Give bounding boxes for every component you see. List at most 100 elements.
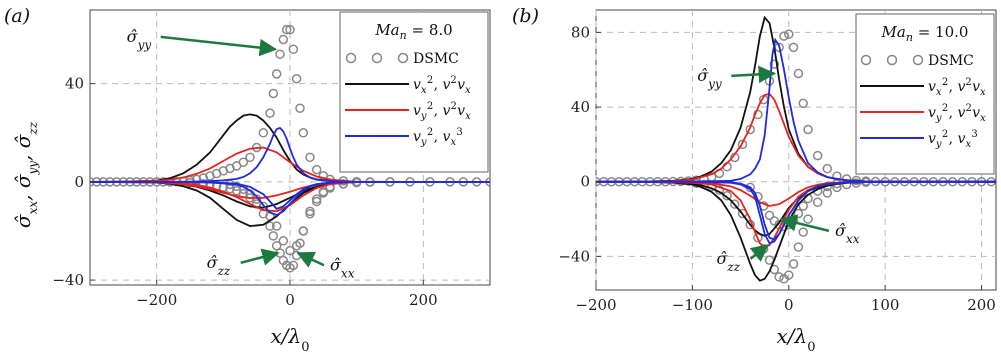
- dsmc-point: [238, 157, 249, 167]
- dsmc-point: [803, 124, 813, 135]
- dsmc-point: [822, 163, 833, 174]
- panel-a: −200 0 200 −40 0 40 σ̂yy σ̂zz σ̂xx (a) x/λ0 σ̂x…: [4, 5, 491, 355]
- annotation-label: σ̂xx: [330, 255, 355, 280]
- legend-box-b: [855, 13, 995, 175]
- series-line-3-0: [90, 126, 490, 183]
- dsmc-point: [812, 150, 823, 161]
- y-tick-label: 0: [580, 173, 590, 191]
- legend-entry: vy 2 , vx 3: [413, 127, 463, 148]
- series-line-2-2: [596, 180, 996, 249]
- legend-title-a: Man = 8.0: [374, 21, 452, 42]
- dsmc-point: [798, 98, 808, 109]
- curves-a: [90, 24, 490, 273]
- annotation-label: σ̂yy: [127, 27, 152, 52]
- dsmc-point: [788, 42, 799, 53]
- x-tick-label: 0: [285, 291, 295, 309]
- curves-b: [596, 15, 996, 284]
- legend-marker: [912, 54, 924, 66]
- dsmc-point: [281, 24, 292, 35]
- plot-frame-b: [595, 9, 997, 291]
- legend-box-a: [339, 11, 489, 173]
- y-tick-label: 40: [571, 98, 590, 116]
- legend-marker: [886, 54, 898, 66]
- legend-entry: DSMC: [413, 51, 459, 67]
- x-tick-label: 100: [871, 296, 900, 314]
- legend-entry: vy 2 , v2 vx: [928, 103, 986, 124]
- dsmc-point: [268, 231, 279, 241]
- dsmc-point: [803, 214, 813, 224]
- annotation-label: σ̂zz: [207, 253, 231, 278]
- dsmc-point: [258, 128, 269, 138]
- y-axis-label-a: σ̂xx, σ̂yy, σ̂zz: [11, 121, 40, 228]
- legend-title-b: Man = 10.0: [881, 23, 969, 44]
- dsmc-point: [291, 240, 302, 251]
- annotation-arrow: [779, 214, 830, 233]
- series-line-3-0: [596, 37, 996, 183]
- y-tick-label: −40: [52, 271, 84, 289]
- dsmc-point: [298, 128, 309, 138]
- legend-entry: vx 2 , v2 vx: [413, 75, 471, 96]
- dsmc-point: [245, 152, 255, 163]
- dsmc-point: [722, 190, 732, 201]
- dsmc-point: [822, 188, 833, 198]
- x-axis-label-a: x/λ0: [271, 324, 310, 355]
- dsmc-point: [798, 227, 808, 237]
- annotation-arrow: [240, 248, 280, 266]
- dsmc-point: [793, 68, 804, 79]
- annotation-arrow: [731, 65, 777, 84]
- dsmc-point: [764, 210, 775, 221]
- panel-b: −200 −100 0 100 200 −40 0 40 80 σ̂yy σ̂zz σ̂xx (b)…: [512, 5, 997, 355]
- series-line-1-1: [596, 180, 996, 282]
- dsmc-point: [784, 29, 794, 40]
- panel-label-a: (a): [4, 5, 30, 27]
- y-tick-label: 40: [65, 75, 84, 93]
- dsmc-point: [311, 196, 322, 207]
- x-tick-label: 200: [409, 291, 438, 309]
- annotation-arrow: [160, 35, 278, 57]
- legend-marker: [860, 54, 872, 66]
- x-tick-label: −200: [136, 291, 177, 309]
- legend-entry: DSMC: [928, 53, 974, 69]
- dsmc-point: [753, 232, 763, 243]
- dsmc-point: [268, 88, 279, 99]
- x-tick-label: 0: [784, 296, 794, 314]
- legend-marker: [397, 52, 409, 64]
- dsmc-point: [265, 108, 275, 118]
- ticks-a: −200 0 200 −40 0 40: [52, 75, 437, 309]
- annotations-a: σ̂yy σ̂zz σ̂xx: [127, 27, 355, 280]
- legend-b: Man = 10.0 DSMC vx 2 , v2 vx vy 2 , v2 vx…: [855, 13, 995, 175]
- svg-text:σ̂xx, σ̂yy, σ̂zz: σ̂xx, σ̂yy, σ̂zz: [11, 121, 40, 228]
- dsmc-point: [788, 259, 799, 269]
- dsmc-point: [305, 209, 315, 219]
- dsmc-point: [285, 245, 295, 256]
- x-tick-label: −200: [575, 296, 616, 314]
- y-tick-label: −40: [558, 247, 590, 265]
- legend-entry: vy 2 , v2 vx: [413, 101, 471, 122]
- panel-label-b: (b): [512, 5, 539, 27]
- dsmc-point: [275, 49, 285, 59]
- dsmc-point: [784, 270, 794, 280]
- dsmc-point: [291, 74, 302, 84]
- dsmc-point: [285, 24, 295, 35]
- series-line-3-2: [90, 181, 490, 210]
- annotation-label: σ̂zz: [716, 249, 740, 274]
- dsmc-point: [793, 242, 804, 252]
- dsmc-point: [295, 103, 305, 113]
- legend-entry: vx 2 , v2 vx: [928, 77, 986, 98]
- x-tick-label: −100: [672, 296, 713, 314]
- dsmc-point: [278, 236, 289, 246]
- y-tick-label: 0: [74, 173, 84, 191]
- series-line-3-1: [596, 180, 996, 245]
- dsmc-point: [812, 197, 823, 208]
- dsmc-point: [251, 194, 262, 204]
- dsmc-point: [737, 139, 748, 150]
- x-tick-label: 200: [967, 296, 996, 314]
- dsmc-point: [753, 109, 763, 120]
- dsmc-point: [298, 226, 309, 236]
- dsmc-point: [779, 31, 789, 41]
- dsmc-point: [278, 34, 289, 45]
- legend-marker: [345, 52, 357, 64]
- dsmc-point: [265, 221, 275, 231]
